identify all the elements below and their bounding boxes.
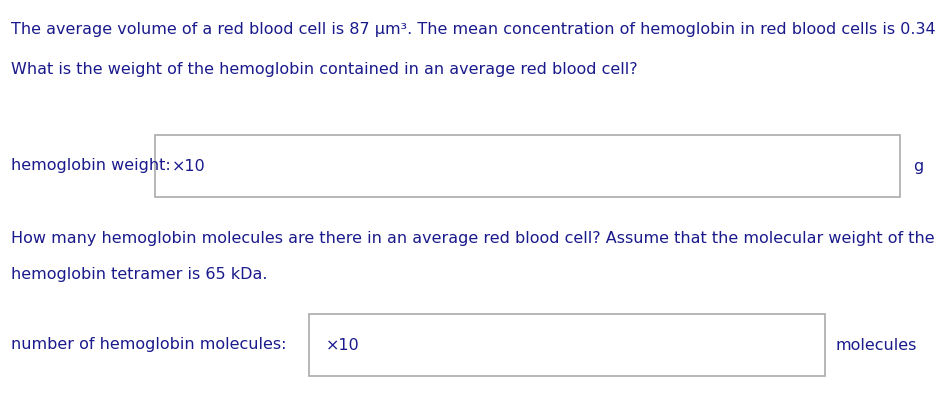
- Text: The average volume of a red blood cell is 87 μm³. The mean concentration of hemo: The average volume of a red blood cell i…: [11, 22, 936, 37]
- Text: ×10: ×10: [326, 338, 359, 353]
- Text: hemoglobin tetramer is 65 kDa.: hemoglobin tetramer is 65 kDa.: [11, 267, 268, 282]
- Text: hemoglobin weight:: hemoglobin weight:: [11, 158, 170, 173]
- Text: molecules: molecules: [835, 338, 916, 353]
- Text: number of hemoglobin molecules:: number of hemoglobin molecules:: [11, 337, 286, 352]
- Text: g: g: [912, 159, 922, 174]
- FancyBboxPatch shape: [309, 314, 824, 376]
- Text: What is the weight of the hemoglobin contained in an average red blood cell?: What is the weight of the hemoglobin con…: [11, 62, 637, 77]
- FancyBboxPatch shape: [154, 135, 899, 197]
- Text: ×10: ×10: [171, 159, 205, 174]
- Text: How many hemoglobin molecules are there in an average red blood cell? Assume tha: How many hemoglobin molecules are there …: [11, 231, 936, 246]
